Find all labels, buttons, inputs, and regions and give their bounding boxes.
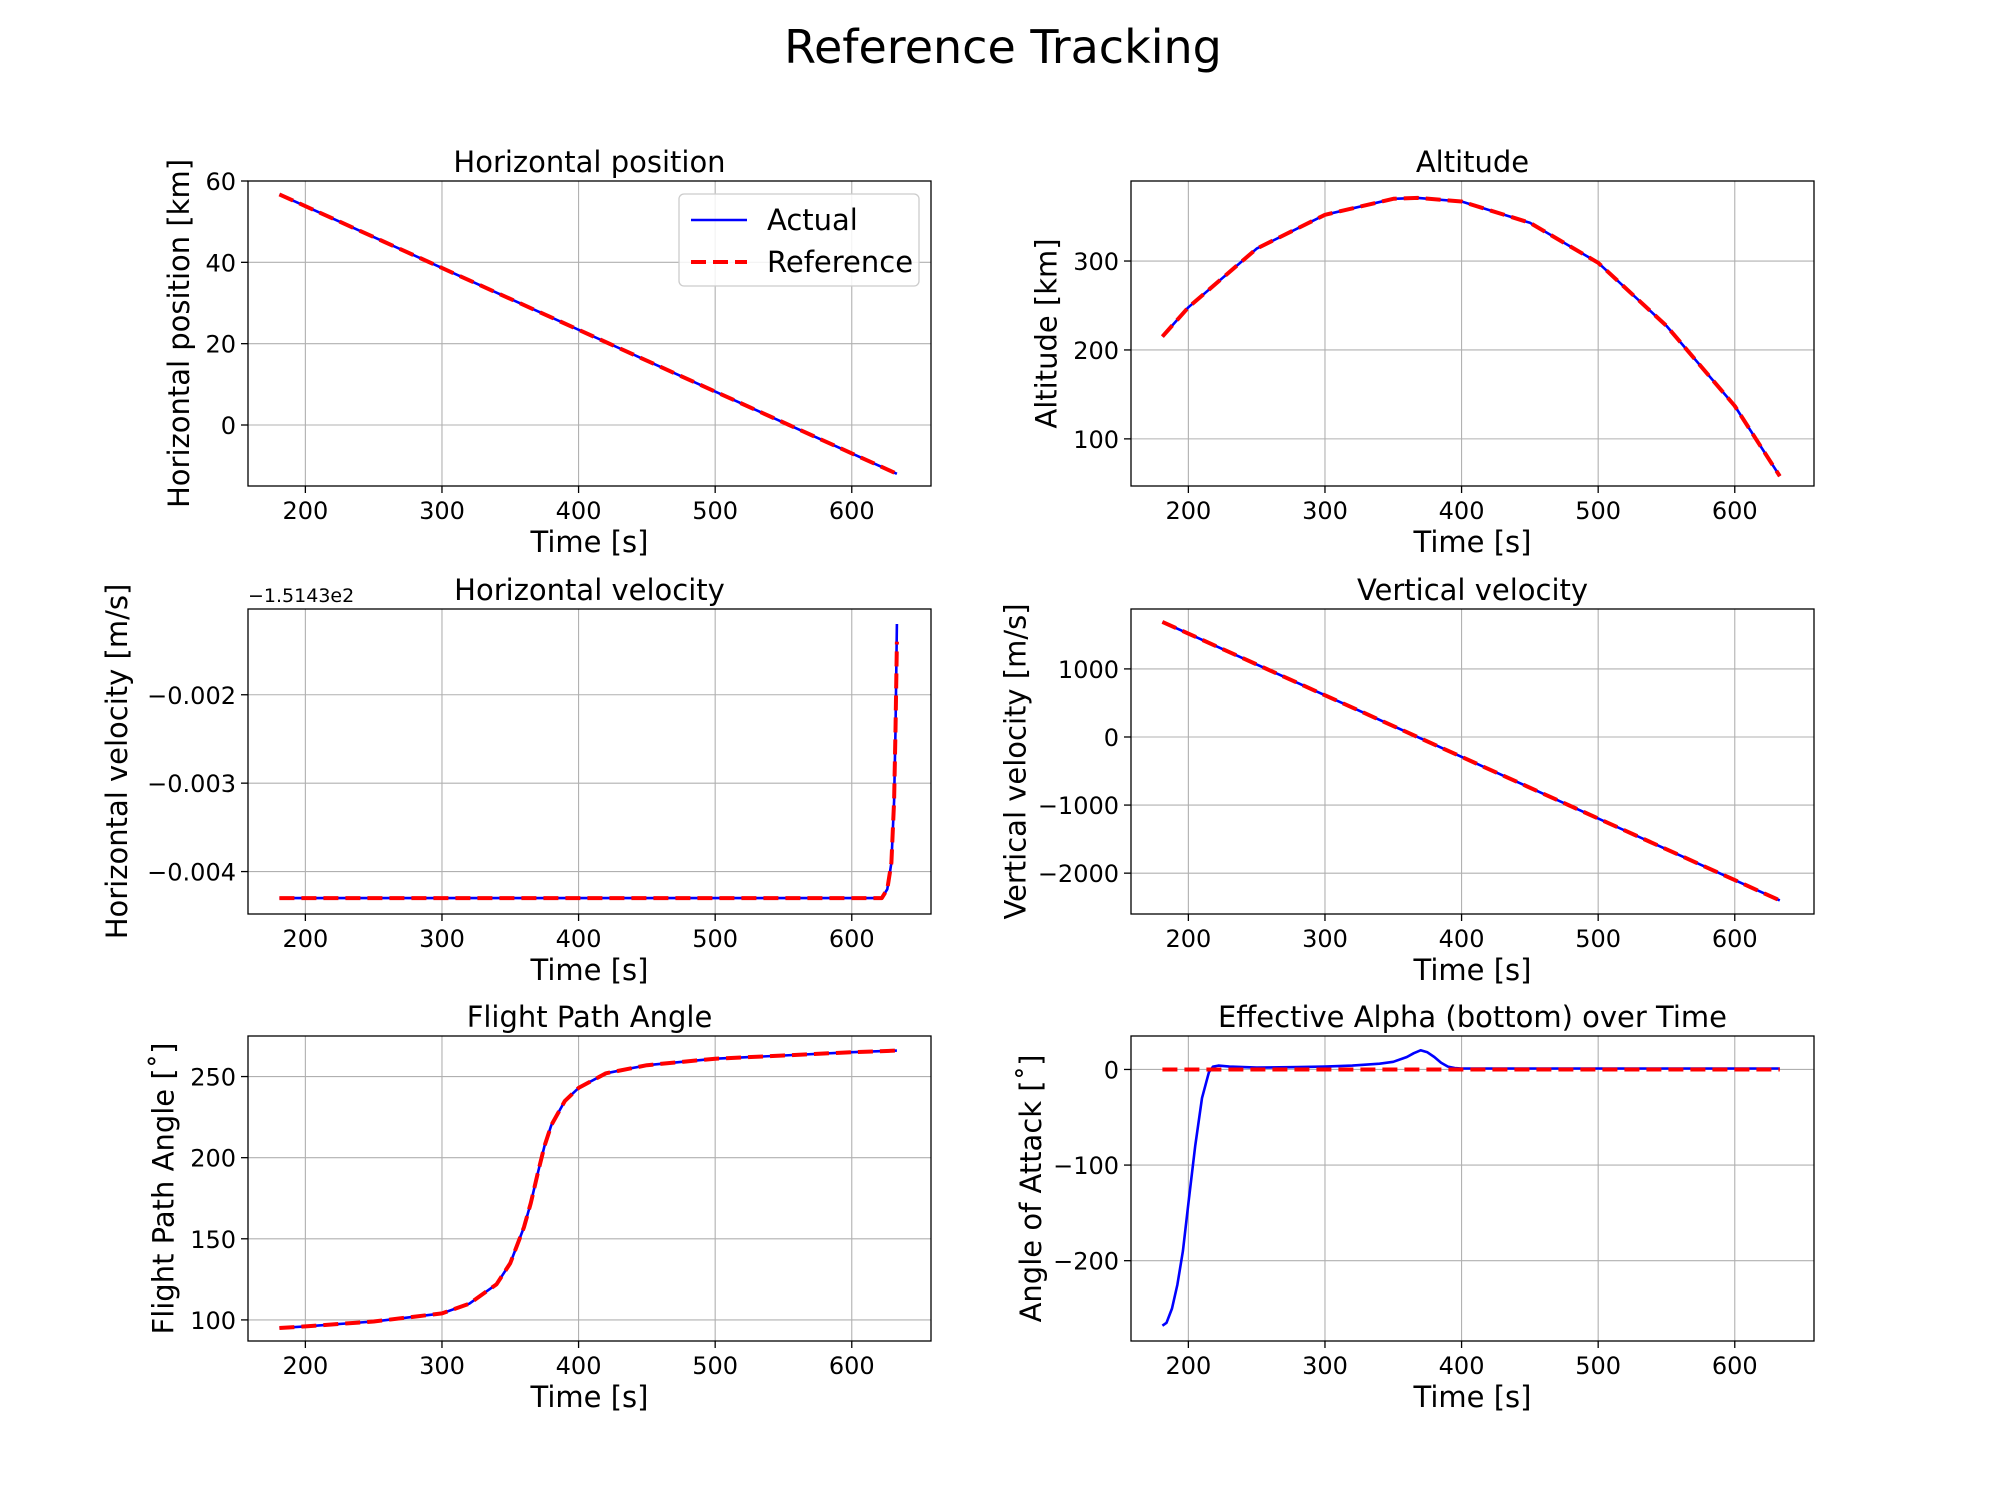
y-tick-label: 150	[190, 1226, 236, 1254]
y-axis-label: Horizontal position [km]	[162, 159, 196, 508]
x-tick-label: 400	[556, 1352, 602, 1380]
subplot-title: Effective Alpha (bottom) over Time	[1218, 1000, 1727, 1034]
axes-frame	[1130, 180, 1815, 487]
x-axis-label: Time [s]	[1413, 525, 1532, 559]
x-tick-label: 300	[1302, 925, 1348, 953]
y-axis-label: Horizontal velocity [m/s]	[100, 584, 134, 940]
subplot-vertical-velocity: 200 300 400 500 600 −2000 −1000 0 1000 Vertical v…	[999, 573, 1815, 987]
y-tick-label: −2000	[1038, 860, 1119, 888]
axes-frame	[247, 608, 932, 915]
series-actual-line	[1161, 1049, 1780, 1327]
y-tick-label: −1000	[1038, 792, 1119, 820]
x-axis-label: Time [s]	[1413, 953, 1532, 987]
subplot-title: Altitude	[1416, 145, 1529, 179]
subplot-flight-path-angle: 200 300 400 500 600 100 150 200 250 Flight Path A…	[147, 1000, 932, 1414]
legend: Actual Reference	[678, 193, 920, 287]
x-tick-label: 500	[1575, 497, 1621, 525]
x-tick-label: 300	[1302, 497, 1348, 525]
x-tick-label: 200	[1165, 1352, 1211, 1380]
x-tick-label: 400	[556, 497, 602, 525]
series-reference-line	[278, 192, 898, 476]
legend-reference-label: Reference	[767, 245, 913, 279]
x-tick-label: 200	[1165, 925, 1211, 953]
y-axis-offset-text: −1.5143e2	[248, 585, 354, 607]
x-tick-label: 300	[419, 497, 465, 525]
subplot-horizontal-position: 200 300 400 500 600 0 20 40 60 Horizontal positio…	[162, 145, 932, 559]
x-tick-label: 500	[692, 925, 738, 953]
series-reference-line	[1161, 620, 1781, 903]
y-tick-label: −100	[1053, 1152, 1119, 1180]
x-tick-label: 200	[282, 1352, 328, 1380]
series-actual-line	[279, 1049, 897, 1330]
x-tick-label: 600	[1712, 497, 1758, 525]
y-tick-label: 0	[1104, 1056, 1119, 1084]
x-tick-label: 200	[282, 925, 328, 953]
figure-suptitle: Reference Tracking	[784, 20, 1222, 74]
y-axis-label: Flight Path Angle [˚]	[147, 1043, 181, 1335]
subplot-effective-alpha: 200 300 400 500 600 −200 −100 0 Effective Alpha …	[1014, 1000, 1815, 1414]
legend-actual-label: Actual	[767, 203, 858, 237]
x-tick-label: 500	[1575, 925, 1621, 953]
y-tick-label: 40	[205, 249, 236, 277]
x-tick-label: 300	[419, 1352, 465, 1380]
subplot-altitude: 200 300 400 500 600 100 200 300 Altitude Time [s]…	[1030, 145, 1815, 559]
y-tick-label: 1000	[1058, 656, 1119, 684]
x-tick-label: 200	[1165, 497, 1211, 525]
y-axis-label: Vertical velocity [m/s]	[999, 603, 1033, 919]
x-tick-label: 600	[829, 1352, 875, 1380]
y-axis-label: Altitude [km]	[1030, 238, 1064, 428]
x-tick-label: 200	[282, 497, 328, 525]
x-tick-label: 600	[1712, 925, 1758, 953]
y-tick-label: 200	[1073, 337, 1119, 365]
x-tick-label: 400	[556, 925, 602, 953]
y-tick-label: 20	[205, 331, 236, 359]
series-actual-line	[1161, 196, 1781, 477]
x-tick-label: 500	[692, 497, 738, 525]
x-tick-label: 400	[1439, 497, 1485, 525]
series-actual-line	[279, 623, 899, 900]
y-tick-label: 200	[190, 1145, 236, 1173]
x-tick-label: 600	[829, 925, 875, 953]
x-tick-label: 300	[1302, 1352, 1348, 1380]
x-tick-label: 300	[419, 925, 465, 953]
subplot-title: Horizontal position	[453, 145, 725, 179]
y-tick-label: −200	[1053, 1248, 1119, 1276]
y-tick-label: 300	[1073, 248, 1119, 276]
x-tick-label: 600	[829, 497, 875, 525]
subplot-horizontal-velocity: 200 300 400 500 600 −0.004 −0.003 −0.002 Horizon…	[100, 573, 932, 987]
x-tick-label: 500	[692, 1352, 738, 1380]
y-tick-label: −0.003	[147, 770, 236, 798]
subplot-title: Flight Path Angle	[467, 1000, 713, 1034]
axes-frame	[247, 180, 932, 487]
y-tick-label: 100	[190, 1307, 236, 1335]
y-tick-label: 60	[205, 168, 236, 196]
axes-frame	[1130, 608, 1815, 915]
y-tick-label: 250	[190, 1064, 236, 1092]
y-tick-label: 0	[221, 412, 236, 440]
y-tick-label: 0	[1104, 724, 1119, 752]
x-axis-label: Time [s]	[530, 525, 649, 559]
x-tick-label: 400	[1439, 925, 1485, 953]
y-axis-label: Angle of Attack [˚]	[1014, 1055, 1048, 1323]
subplot-title: Horizontal velocity	[454, 573, 725, 607]
x-axis-label: Time [s]	[1413, 1380, 1532, 1414]
x-axis-label: Time [s]	[530, 1380, 649, 1414]
axes-frame	[247, 1035, 932, 1342]
y-tick-label: −0.004	[147, 859, 236, 887]
series-reference-line	[279, 641, 899, 901]
x-tick-label: 400	[1439, 1352, 1485, 1380]
series-reference-line	[279, 1048, 897, 1330]
x-tick-label: 500	[1575, 1352, 1621, 1380]
x-tick-label: 600	[1712, 1352, 1758, 1380]
y-tick-label: 100	[1073, 426, 1119, 454]
axes-frame	[1130, 1035, 1815, 1342]
x-axis-label: Time [s]	[530, 953, 649, 987]
y-tick-label: −0.002	[147, 682, 236, 710]
series-reference-line	[1160, 195, 1782, 478]
subplot-title: Vertical velocity	[1357, 573, 1588, 607]
